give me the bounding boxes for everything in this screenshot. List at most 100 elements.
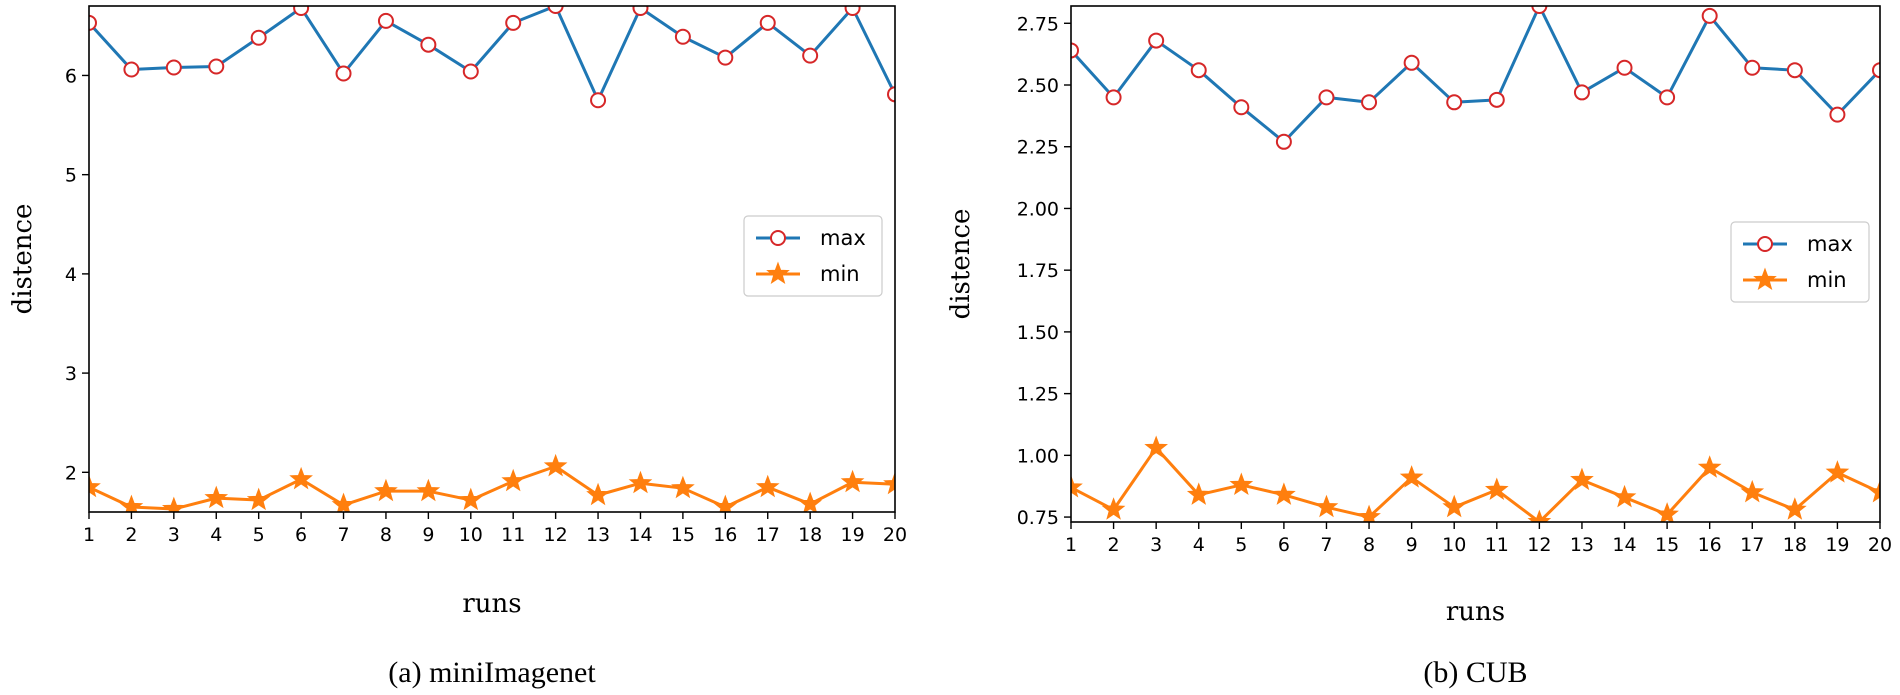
point-min-17	[1740, 479, 1765, 503]
x-tick-label: 18	[798, 524, 822, 546]
x-tick-label: 9	[422, 524, 434, 546]
point-max-18	[802, 47, 819, 64]
point-max-16	[717, 49, 734, 66]
y-tick-label: 6	[65, 65, 77, 87]
point-min-14	[628, 470, 653, 494]
point-max-12	[1531, 6, 1548, 14]
x-tick-label: 6	[1278, 534, 1290, 556]
point-max-15	[1659, 89, 1676, 106]
y-tick-label: 1.75	[1017, 260, 1059, 282]
x-tick-label: 16	[713, 524, 737, 546]
legend-label-min: min	[820, 262, 860, 286]
point-max-20	[1872, 62, 1880, 79]
point-max-20	[887, 86, 895, 103]
point-max-1	[1071, 42, 1079, 59]
x-tick-label: 1	[1065, 534, 1077, 556]
x-tick-label: 18	[1783, 534, 1807, 556]
point-max-11	[505, 14, 522, 31]
series-line-min	[1071, 446, 1880, 522]
y-tick-label: 1.00	[1017, 445, 1059, 467]
point-min-4	[1186, 482, 1211, 505]
x-tick-label: 7	[1320, 534, 1332, 556]
y-tick-label: 2.00	[1017, 198, 1059, 220]
point-max-19	[844, 6, 861, 16]
y-tick-label: 3	[65, 363, 77, 385]
legend-a: max min	[743, 215, 883, 297]
point-min-3	[162, 496, 186, 512]
plot-area-b	[1071, 6, 1880, 522]
axes-frame-a	[88, 5, 896, 513]
x-tick-label: 13	[1570, 534, 1594, 556]
legend-marker-max	[1757, 236, 1773, 252]
series-line-max	[1071, 6, 1880, 144]
x-tick-label: 14	[1612, 534, 1636, 556]
point-min-6	[289, 466, 313, 490]
x-tick-label: 4	[1193, 534, 1205, 556]
legend-label-min: min	[1807, 268, 1847, 292]
point-max-2	[123, 61, 140, 78]
point-max-17	[759, 14, 776, 31]
point-min-12	[1527, 509, 1552, 522]
y-axis-label: distence	[8, 204, 38, 315]
point-max-12	[547, 6, 564, 14]
y-axis-label: distence	[946, 209, 976, 320]
x-tick-label: 13	[586, 524, 610, 546]
point-min-13	[586, 482, 610, 506]
x-tick-label: 14	[628, 524, 652, 546]
point-max-6	[293, 6, 310, 16]
point-max-8	[377, 12, 394, 29]
x-tick-label: 6	[295, 524, 307, 546]
point-max-7	[335, 65, 352, 82]
point-min-11	[501, 468, 526, 492]
x-tick-label: 4	[210, 524, 222, 546]
x-tick-label: 15	[1655, 534, 1679, 556]
point-max-1	[89, 14, 97, 31]
x-tick-label: 2	[125, 524, 137, 546]
point-max-14	[632, 6, 649, 16]
y-tick-label: 0.75	[1017, 507, 1059, 529]
point-min-1	[1071, 475, 1083, 498]
point-min-7	[331, 492, 356, 512]
x-tick-label: 15	[671, 524, 695, 546]
point-min-20	[883, 471, 895, 495]
point-max-5	[250, 29, 267, 46]
point-max-16	[1701, 7, 1718, 24]
point-min-4	[204, 485, 229, 509]
x-tick-label: 9	[1406, 534, 1418, 556]
x-tick-label: 3	[168, 524, 180, 546]
point-max-5	[1233, 99, 1250, 116]
chart-mini-imagenet: 1 2 3 4 5 6 7 8 9 10 11 12 13 14 15 16 17 18 19 2023456dist…	[8, 5, 907, 689]
point-max-4	[1190, 62, 1207, 79]
point-min-16	[1697, 455, 1722, 478]
series-line-min	[89, 464, 895, 511]
point-max-9	[420, 36, 437, 53]
point-min-17	[755, 474, 780, 498]
legend-marker-min	[1753, 267, 1777, 291]
x-tick-label: 8	[1363, 534, 1375, 556]
point-min-20	[1868, 479, 1880, 503]
chart-cub: 1 2 3 4 5 6 7 8 9 10 11 12 13 14 15 16 17 18 19 200.751.001…	[946, 5, 1892, 689]
point-min-19	[840, 469, 865, 493]
y-tick-label: 1.25	[1017, 384, 1059, 406]
x-tick-label: 10	[459, 524, 483, 546]
point-min-14	[1612, 484, 1637, 508]
point-max-10	[1446, 94, 1463, 111]
point-min-1	[89, 474, 101, 498]
caption-b: (b) CUB	[1423, 656, 1527, 689]
x-tick-label: 12	[1527, 534, 1551, 556]
point-max-17	[1744, 59, 1761, 76]
x-tick-label: 5	[253, 524, 265, 546]
point-min-2	[1101, 497, 1126, 520]
point-min-15	[671, 475, 695, 499]
x-axis-label: runs	[462, 589, 521, 619]
point-min-5	[246, 487, 271, 511]
x-tick-label: 8	[380, 524, 392, 546]
caption-a: (a) miniImagenet	[388, 656, 596, 689]
x-tick-label: 10	[1442, 534, 1466, 556]
point-max-15	[674, 28, 691, 45]
x-tick-label: 16	[1698, 534, 1722, 556]
point-max-7	[1318, 89, 1335, 106]
y-tick-label: 2.50	[1017, 75, 1059, 97]
point-min-11	[1484, 477, 1509, 500]
